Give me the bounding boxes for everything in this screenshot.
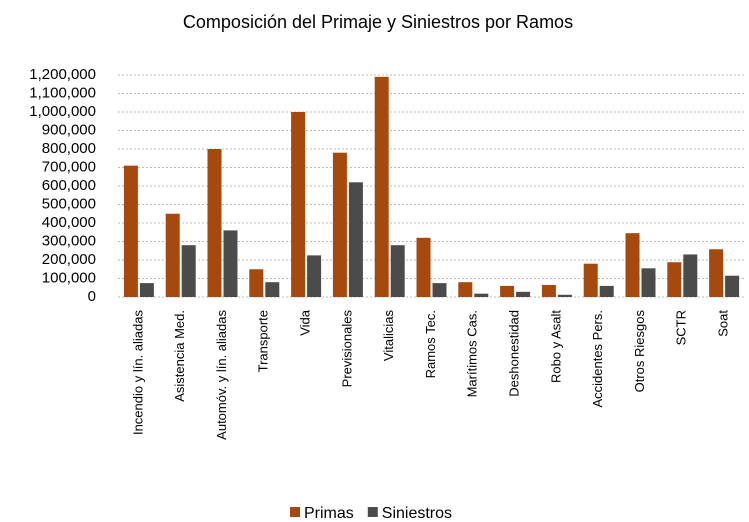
y-tick-label: 300,000 xyxy=(42,232,96,249)
y-tick-label: 800,000 xyxy=(42,140,96,157)
bar xyxy=(709,249,724,297)
y-tick-label: 0 xyxy=(88,288,96,305)
y-tick-label: 200,000 xyxy=(42,251,96,268)
bar xyxy=(625,233,640,297)
bar xyxy=(207,149,222,297)
bar xyxy=(725,275,740,297)
bar xyxy=(683,254,698,297)
y-tick-label: 1,100,000 xyxy=(29,84,96,101)
bar xyxy=(641,268,656,297)
x-tick-label: Marítimos Cas. xyxy=(465,310,480,397)
bar xyxy=(374,76,389,297)
x-tick-label: Accidentes Pers. xyxy=(590,310,605,408)
y-tick-label: 100,000 xyxy=(42,269,96,286)
x-tick-label: Vida xyxy=(298,309,313,336)
bar xyxy=(307,255,322,297)
bar xyxy=(390,245,405,297)
x-tick-label: Transporte xyxy=(256,310,271,372)
bar xyxy=(291,112,306,297)
bar xyxy=(223,230,238,297)
bar xyxy=(474,293,489,297)
bar xyxy=(181,245,196,297)
bar xyxy=(265,282,280,297)
y-tick-label: 700,000 xyxy=(42,158,96,175)
y-tick-label: 1,200,000 xyxy=(29,66,96,83)
y-tick-label: 900,000 xyxy=(42,121,96,138)
x-tick-label: Robo y Asalt xyxy=(548,310,563,383)
bar xyxy=(348,182,363,297)
bar xyxy=(139,283,154,297)
x-tick-label: Automóv. y lín. aliadas xyxy=(214,310,229,440)
legend-label: Siniestros xyxy=(382,505,452,522)
x-tick-label: SCTR xyxy=(674,310,689,345)
bar xyxy=(557,294,572,297)
bar xyxy=(123,165,138,297)
x-tick-label: Soat xyxy=(716,310,731,337)
bar xyxy=(500,285,515,297)
y-tick-label: 600,000 xyxy=(42,177,96,194)
bar xyxy=(516,291,531,297)
x-tick-label: Deshonestidad xyxy=(507,310,522,397)
x-tick-label: Asistencia Med. xyxy=(172,310,187,402)
bar xyxy=(165,213,180,297)
chart-title: Composición del Primaje y Siniestros por… xyxy=(183,12,573,32)
y-tick-label: 1,000,000 xyxy=(29,103,96,120)
legend-label: Primas xyxy=(304,505,354,522)
x-tick-label: Incendio y lín. aliadas xyxy=(130,310,145,436)
bar xyxy=(458,282,473,297)
y-tick-label: 500,000 xyxy=(42,195,96,212)
y-tick-label: 400,000 xyxy=(42,214,96,231)
x-tick-label: Previsionales xyxy=(339,310,354,388)
bar xyxy=(249,269,264,297)
legend-swatch xyxy=(290,507,300,517)
bar xyxy=(332,152,347,297)
legend-swatch xyxy=(367,507,378,517)
bar xyxy=(583,263,598,297)
bar xyxy=(599,285,614,297)
x-tick-label: Otros Riesgos xyxy=(632,310,647,393)
bar xyxy=(432,283,447,297)
x-tick-label: Ramos Tec. xyxy=(423,310,438,378)
bar xyxy=(541,284,556,297)
bar xyxy=(416,237,431,297)
x-tick-label: Vitalicias xyxy=(381,310,396,362)
bar xyxy=(667,262,682,297)
